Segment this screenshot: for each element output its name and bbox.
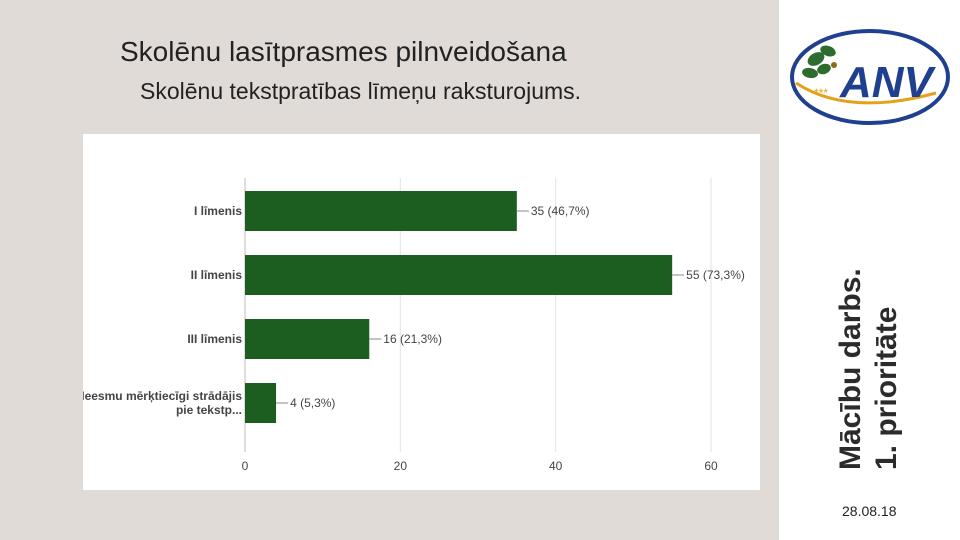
data-label: 16 (21,3%) — [383, 332, 442, 346]
x-tick-label: 60 — [704, 459, 718, 473]
side-caption-line2: 1. prioritāte — [870, 306, 903, 470]
category-label: III līmenis — [187, 332, 242, 346]
slide-title: Skolēnu lasītprasmes pilnveidošana — [120, 36, 567, 67]
anv-logo: ANV *** — [788, 25, 953, 135]
data-label: 55 (73,3%) — [686, 268, 745, 282]
bar — [245, 255, 673, 295]
side-caption: Mācību darbs. 1. prioritāte — [833, 268, 905, 470]
slide-date: 28.08.18 — [842, 503, 897, 519]
category-label: Neesmu mērķtiecīgi strādājis — [83, 389, 242, 403]
data-label: 4 (5,3%) — [290, 396, 335, 410]
bar-chart: 0 20 40 60 35 (46,7%) I līmenis 55 (73,3%) II l… — [83, 178, 745, 473]
chart-card: 0 20 40 60 35 (46,7%) I līmenis 55 (73,3%) II l… — [83, 134, 760, 490]
logo-ring-icon — [790, 29, 950, 125]
logo-text: ANV — [839, 58, 937, 107]
category-label: I līmenis — [194, 204, 242, 218]
x-tick-label: 20 — [394, 459, 408, 473]
bar — [245, 191, 517, 231]
bar — [245, 319, 370, 359]
category-label: pie tekstp... — [176, 403, 242, 417]
logo-swoosh-icon — [795, 81, 937, 105]
slide-subtitle: Skolēnu tekstpratības līmeņu raksturojum… — [140, 78, 582, 104]
x-tick-label: 0 — [242, 459, 249, 473]
side-caption-line1: Mācību darbs. — [834, 268, 867, 470]
x-tick-label: 40 — [549, 459, 563, 473]
oak-leaf-icon — [802, 45, 837, 79]
category-label: II līmenis — [191, 268, 243, 282]
data-label: 35 (46,7%) — [531, 204, 590, 218]
logo-stars: *** — [814, 86, 828, 100]
bar — [245, 383, 277, 423]
